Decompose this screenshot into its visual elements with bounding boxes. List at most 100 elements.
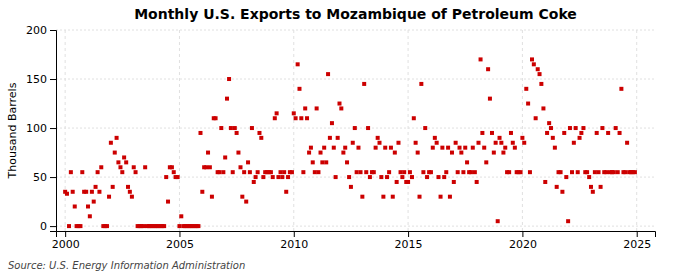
point	[296, 62, 300, 66]
point	[532, 62, 536, 66]
point	[576, 170, 580, 174]
point	[364, 170, 368, 174]
y-tick-label: 50	[33, 171, 47, 184]
point	[99, 165, 103, 169]
x-tick-mark	[294, 231, 295, 237]
point	[343, 146, 347, 150]
x-tick: 2025	[623, 231, 651, 251]
point	[208, 165, 212, 169]
point	[225, 97, 229, 101]
x-tick-label: 2015	[395, 238, 423, 251]
point	[92, 200, 96, 204]
point	[303, 106, 307, 110]
x-tick-label: 2025	[623, 238, 651, 251]
point	[395, 180, 399, 184]
point	[345, 160, 349, 164]
point	[164, 175, 168, 179]
point	[519, 170, 523, 174]
point	[479, 57, 483, 61]
x-tick-label: 2020	[509, 238, 537, 251]
point	[128, 190, 132, 194]
point	[633, 170, 637, 174]
point	[78, 224, 82, 228]
point	[366, 126, 370, 130]
point	[486, 67, 490, 71]
point	[97, 190, 101, 194]
point	[105, 224, 109, 228]
point	[122, 155, 126, 159]
point	[297, 87, 301, 91]
point	[488, 97, 492, 101]
x-axis-line	[57, 232, 656, 238]
point	[347, 175, 351, 179]
point	[425, 175, 429, 179]
point	[256, 170, 260, 174]
point	[214, 116, 218, 120]
point	[452, 180, 456, 184]
point	[196, 224, 200, 228]
point	[530, 57, 534, 61]
point	[307, 151, 311, 155]
point	[503, 146, 507, 150]
point	[595, 131, 599, 135]
point	[217, 170, 221, 174]
x-tick-mark	[637, 231, 638, 237]
point	[73, 204, 77, 208]
point	[469, 170, 473, 174]
grid-line-x	[293, 30, 294, 231]
point	[492, 151, 496, 155]
point	[320, 160, 324, 164]
point	[309, 146, 313, 150]
point	[591, 190, 595, 194]
point	[421, 170, 425, 174]
point	[221, 170, 225, 174]
point	[143, 165, 147, 169]
point	[551, 136, 555, 140]
point	[465, 160, 469, 164]
point	[244, 200, 248, 204]
x-tick: 2000	[52, 231, 80, 251]
point	[223, 155, 227, 159]
y-tick-mark	[50, 177, 56, 178]
point	[359, 170, 363, 174]
point	[494, 141, 498, 145]
y-tick-label: 100	[26, 122, 47, 135]
point	[538, 72, 542, 76]
point	[86, 204, 90, 208]
y-tick-label: 200	[26, 24, 47, 37]
point	[353, 126, 357, 130]
point	[522, 141, 526, 145]
point	[71, 190, 75, 194]
point	[124, 160, 128, 164]
point	[134, 170, 138, 174]
grid-line-x	[522, 30, 523, 231]
point	[589, 185, 593, 189]
chart: 200020052010201520202025050100150200Mont…	[0, 0, 675, 275]
point	[113, 151, 117, 155]
point	[88, 214, 92, 218]
point	[477, 141, 481, 145]
point	[625, 141, 629, 145]
grid-line-y	[56, 79, 655, 80]
point	[448, 195, 452, 199]
point	[414, 141, 418, 145]
point	[69, 170, 73, 174]
point	[328, 136, 332, 140]
point	[387, 170, 391, 174]
grid-line-x	[65, 30, 66, 231]
point	[229, 126, 233, 130]
point	[351, 141, 355, 145]
title: Monthly U.S. Exports to Mozambique of Pe…	[134, 6, 577, 22]
point	[619, 87, 623, 91]
point	[257, 131, 261, 135]
point	[581, 126, 585, 130]
point	[490, 131, 494, 135]
point	[400, 175, 404, 179]
point	[332, 146, 336, 150]
point	[423, 126, 427, 130]
point	[204, 165, 208, 169]
point	[461, 170, 465, 174]
point	[578, 136, 582, 140]
x-axis: 200020052010201520202025	[52, 231, 656, 251]
point	[562, 131, 566, 135]
